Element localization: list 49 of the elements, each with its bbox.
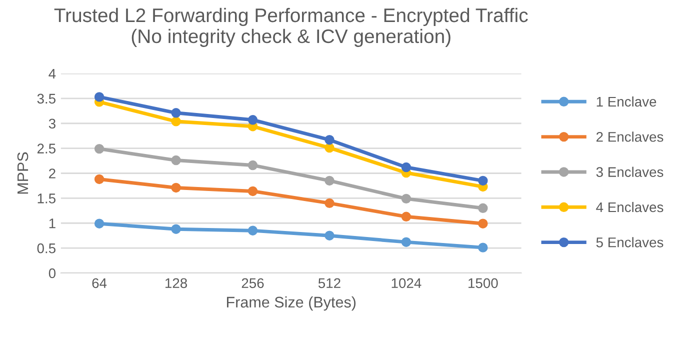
legend-label: 4 Enclaves (596, 202, 664, 212)
point (401, 237, 412, 247)
point (478, 176, 488, 186)
point (248, 160, 258, 170)
point (324, 198, 334, 208)
point (324, 142, 334, 153)
x-tick-label: 256 (242, 278, 264, 288)
x-axis-title: Frame Size (Bytes) (227, 296, 356, 311)
point (248, 226, 258, 236)
point (248, 186, 258, 196)
point (324, 230, 334, 240)
legend-label: 1 Enclave (596, 96, 656, 107)
point (171, 224, 181, 234)
chart-title: Trusted L2 Forwarding Performance - Encrypted Traffic (No integrity check & ICV generation) (54, 8, 528, 47)
point (401, 212, 412, 222)
y-tick-label: 2 (49, 168, 56, 178)
point (171, 182, 181, 193)
point (94, 218, 104, 228)
point (401, 194, 412, 204)
x-tick-label: 64 (92, 278, 107, 288)
y-tick-label: 3 (48, 118, 56, 129)
point (324, 176, 334, 186)
x-tick-label: 1500 (468, 278, 498, 288)
point (478, 218, 488, 228)
x-tick-label: 512 (318, 278, 340, 288)
point (94, 174, 104, 184)
point (171, 108, 181, 118)
y-tick-label: 4 (48, 68, 56, 79)
point (94, 144, 104, 154)
point (248, 115, 258, 125)
y-tick-label: 0.5 (37, 243, 56, 254)
legend-label: 3 Enclaves (596, 166, 664, 177)
y-tick-label: 1 (49, 218, 56, 228)
point (324, 134, 334, 145)
y-tick-label: 3.5 (37, 94, 56, 104)
point (171, 155, 181, 166)
point (478, 242, 488, 252)
point (94, 92, 104, 102)
legend-label: 2 Enclaves (596, 132, 664, 142)
x-tick-label: 1024 (392, 278, 422, 288)
point (478, 203, 488, 214)
legend-label: 5 Enclaves (596, 237, 664, 248)
y-tick-label: 2.5 (37, 144, 56, 154)
point (171, 116, 181, 126)
y-tick-label: 1.5 (38, 194, 56, 204)
point (401, 162, 412, 172)
y-tick-label: 0 (48, 268, 56, 278)
y-axis-title: MPPS (17, 152, 28, 194)
x-tick-label: 128 (165, 278, 188, 288)
